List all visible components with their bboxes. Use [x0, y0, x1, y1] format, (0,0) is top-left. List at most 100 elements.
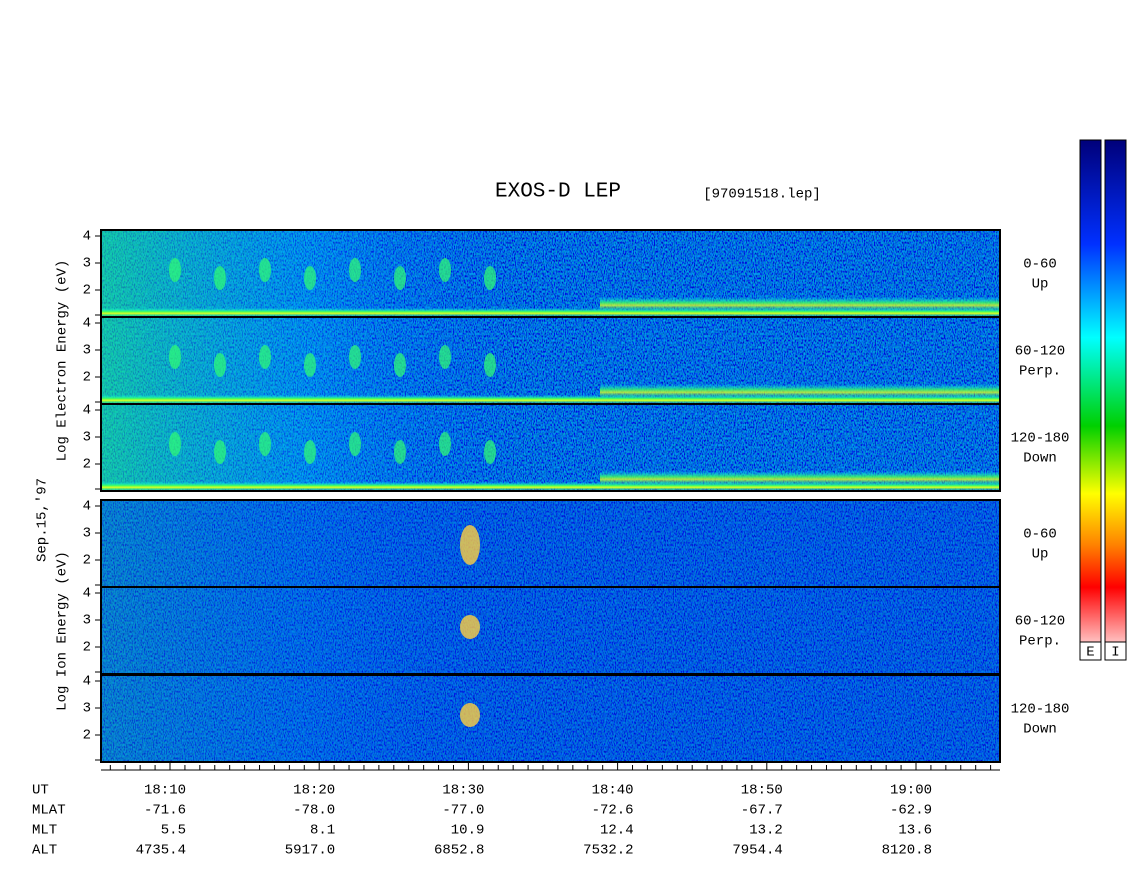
spectrogram-blob	[484, 266, 496, 290]
spectrogram-band	[600, 297, 1000, 311]
spectrogram-glow	[101, 587, 521, 674]
y-tick-label: 4	[83, 403, 91, 419]
row-value: 5917.0	[285, 843, 335, 859]
panel-direction: Up	[1032, 277, 1049, 293]
row-value: -62.9	[890, 803, 932, 819]
panel-angle: 0-60	[1023, 527, 1057, 543]
spectrogram-band	[101, 482, 1000, 491]
row-value: 8120.8	[882, 843, 932, 859]
spectrogram-band	[101, 308, 1000, 317]
y-tick-label: 3	[83, 526, 91, 542]
y-tick-label: 2	[83, 553, 91, 569]
colorbar-label: I	[1111, 645, 1119, 661]
axis-label: Log Ion Energy (eV)	[55, 551, 71, 711]
spectrogram-blob	[349, 345, 361, 369]
panel-frame	[100, 674, 1001, 763]
spectrogram-blob	[484, 353, 496, 377]
spectrogram-blob	[304, 266, 316, 290]
y-tick-label: 2	[83, 640, 91, 656]
panel-angle: 0-60	[1023, 257, 1057, 273]
spectrogram-band	[600, 471, 1000, 485]
row-value: 19:00	[890, 783, 932, 799]
row-value: -78.0	[293, 803, 335, 819]
file-name: [97091518.lep]	[703, 187, 821, 203]
spectrogram-blob	[460, 615, 480, 639]
row-value: 6852.8	[434, 843, 484, 859]
title: EXOS-D LEP	[495, 181, 621, 204]
row-value: 18:50	[741, 783, 783, 799]
panel-direction: Down	[1023, 722, 1057, 738]
spectrogram-glow	[101, 675, 521, 762]
row-value: 18:40	[592, 783, 634, 799]
spectrogram-blob	[394, 266, 406, 290]
row-value: 18:30	[442, 783, 484, 799]
row-value: 13.2	[749, 823, 783, 839]
spectrogram-blob	[460, 703, 480, 727]
spectrogram-blob	[169, 432, 181, 456]
y-tick-label: 2	[83, 283, 91, 299]
spectrogram-blob	[214, 266, 226, 290]
colorbar-label-box	[1079, 641, 1102, 661]
row-value: 8.1	[310, 823, 335, 839]
spectrogram-blob	[484, 440, 496, 464]
row-label: ALT	[32, 843, 57, 859]
panel-direction: Perp.	[1019, 634, 1061, 650]
spectrogram-band	[101, 395, 1000, 404]
row-value: 5.5	[161, 823, 186, 839]
panel-direction: Down	[1023, 451, 1057, 467]
spectrogram-blob	[394, 440, 406, 464]
y-tick-label: 2	[83, 370, 91, 386]
spectrogram-blob	[259, 258, 271, 282]
spectrogram-blob	[439, 258, 451, 282]
spectrogram-blob	[439, 432, 451, 456]
panel-angle: 60-120	[1015, 344, 1065, 360]
axis-label: Log Electron Energy (eV)	[55, 260, 71, 462]
y-tick-label: 3	[83, 701, 91, 717]
spectrogram-blob	[214, 440, 226, 464]
spectrogram-blob	[349, 258, 361, 282]
y-tick-label: 4	[83, 229, 91, 245]
row-value: -72.6	[592, 803, 634, 819]
spectrogram-blob	[169, 345, 181, 369]
panel-direction: Up	[1032, 547, 1049, 563]
y-tick-label: 2	[83, 728, 91, 744]
spectrogram-blob	[169, 258, 181, 282]
y-tick-label: 3	[83, 343, 91, 359]
row-label: MLT	[32, 823, 57, 839]
y-tick-label: 4	[83, 316, 91, 332]
spectrogram-blob	[349, 432, 361, 456]
y-tick-label: 4	[83, 674, 91, 690]
row-label: MLAT	[32, 803, 66, 819]
spectrogram-band	[600, 384, 1000, 398]
row-value: -77.0	[442, 803, 484, 819]
row-value: 18:10	[144, 783, 186, 799]
colorbar	[1079, 139, 1102, 661]
row-label: UT	[32, 783, 49, 799]
row-value: -71.6	[144, 803, 186, 819]
spectrogram-blob	[259, 432, 271, 456]
y-tick-label: 3	[83, 256, 91, 272]
row-value: 12.4	[600, 823, 634, 839]
row-value: 7954.4	[732, 843, 782, 859]
row-value: 4735.4	[136, 843, 186, 859]
spectrogram-blob	[259, 345, 271, 369]
panel-direction: Perp.	[1019, 364, 1061, 380]
row-value: 13.6	[898, 823, 932, 839]
y-tick-label: 3	[83, 613, 91, 629]
row-value: -67.7	[741, 803, 783, 819]
spectrogram-blob	[214, 353, 226, 377]
colorbar	[1104, 139, 1127, 661]
date: Sep.15,'97	[35, 478, 51, 562]
spectrogram-blob	[394, 353, 406, 377]
y-tick-label: 2	[83, 457, 91, 473]
spectrogram-blob	[460, 525, 480, 565]
colorbar-label-box	[1104, 641, 1127, 661]
spectrogram-glow	[101, 500, 521, 587]
spectrogram-blob	[304, 440, 316, 464]
spectrogram-blob	[304, 353, 316, 377]
panel-frame	[100, 403, 1001, 492]
panel-angle: 120-180	[1011, 431, 1070, 447]
row-value: 7532.2	[583, 843, 633, 859]
